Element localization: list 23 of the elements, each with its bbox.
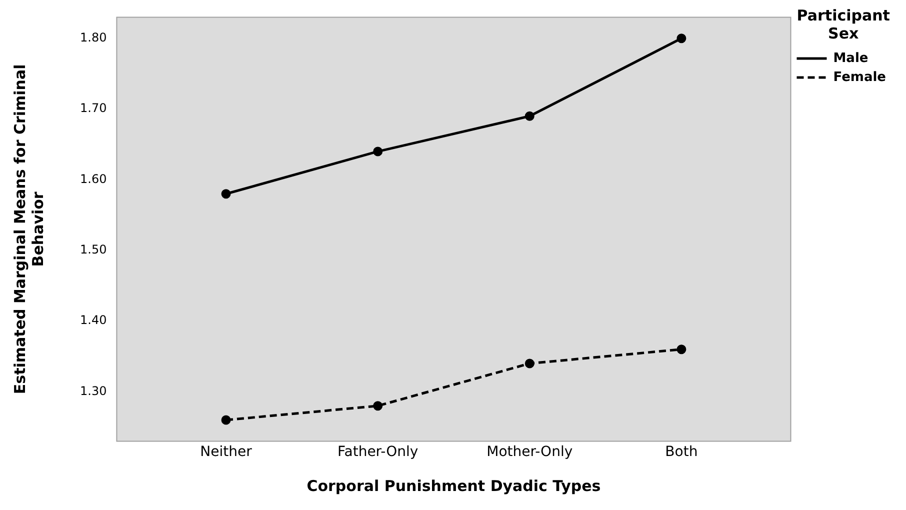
point [524,111,534,121]
y-tick-label: 1.70 [80,101,107,116]
y-tick-label: 1.40 [80,313,107,328]
legend-title: Participant Sex [796,6,890,42]
point [221,415,231,425]
x-axis-title: Corporal Punishment Dyadic Types [306,476,601,495]
y-tick-label: 1.30 [80,384,107,398]
point [676,344,686,354]
y-tick-label: 1.50 [80,242,107,257]
y-axis-title: Estimated Marginal Means for Criminal Behavior [10,64,47,394]
legend-label: Female [833,70,886,85]
point [221,189,231,199]
point [373,146,383,156]
point [373,401,383,411]
y-tick-label: 1.60 [80,172,107,186]
x-tick-label: Both [665,444,698,460]
x-tick-label: Father-Only [337,444,418,460]
y-tick-label: 1.80 [80,30,107,45]
point [524,358,534,368]
legend-label: Male [833,50,868,66]
point [676,34,686,44]
x-tick-label: Neither [200,444,252,460]
x-tick-label: Mother-Only [486,444,573,460]
